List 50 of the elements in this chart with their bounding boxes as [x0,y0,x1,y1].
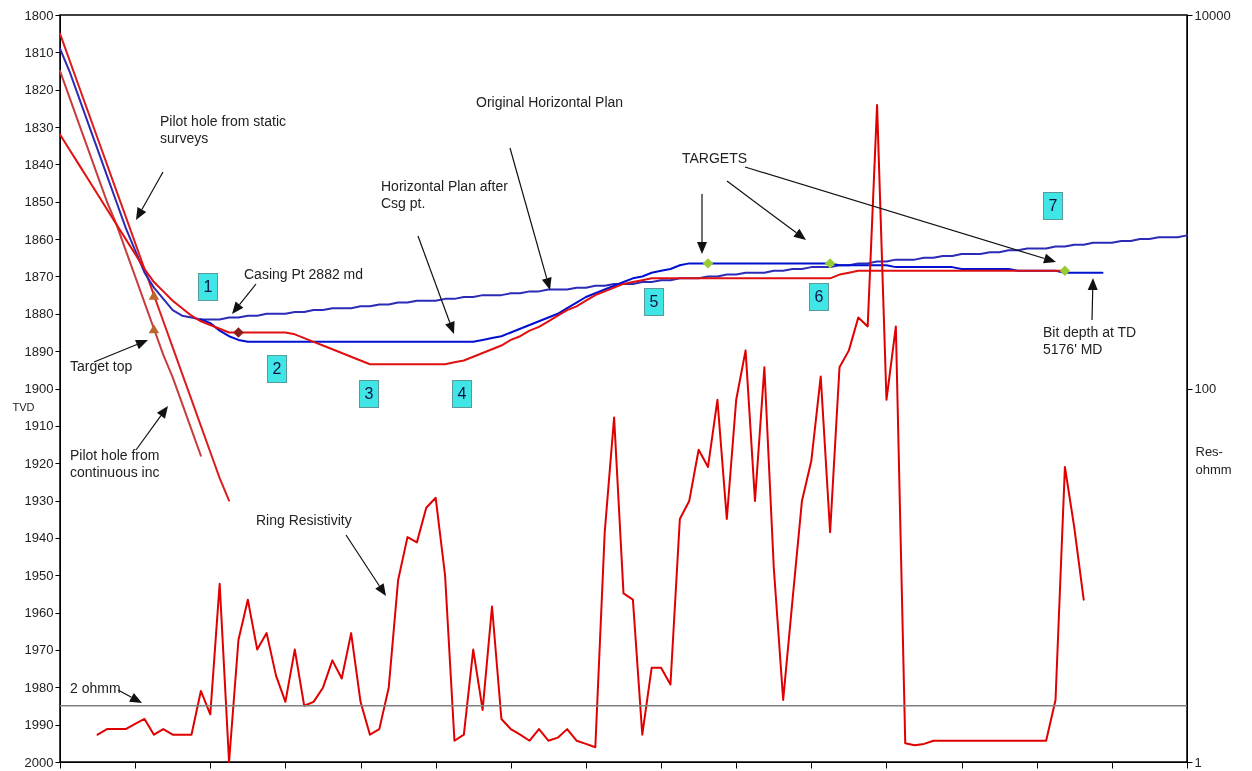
y-tick-label: 1860 [24,231,54,247]
ref-line-label: 2 ohmm [70,680,122,697]
annotation: Pilot hole from static surveys [160,113,288,147]
line-series [59,47,1188,321]
annotation: 6 [809,283,829,311]
y-tick-label: 2000 [24,754,54,770]
y-tick-label: 1900 [24,381,54,396]
annotation: 1 [198,273,218,301]
y-tick-label: 1920 [24,455,54,471]
y-tick-label: 1970 [24,642,54,658]
y-axis-title: TVD [12,400,35,413]
y-tick-label: 1830 [24,119,54,135]
point [1059,265,1071,277]
y2-tick-label: 1 [1194,754,1202,770]
annotation: Original Horizontal Plan [476,94,625,111]
point [233,327,244,338]
y-tick-label: 1880 [24,306,54,322]
point [148,324,160,334]
point [148,290,160,300]
y-tick-label: 1890 [24,343,54,359]
annotation: 7 [1043,192,1063,220]
annotation: 4 [452,380,472,408]
annotation: Pilot hole from continuous inc [70,447,161,481]
y-tick-label: 1950 [24,567,54,583]
y-tick-label: 1820 [24,82,54,98]
annotation: Target top [70,358,134,375]
y-tick-label: 1810 [24,44,54,60]
y-tick-label: 1910 [24,418,54,434]
y-tick-label: 1960 [24,605,54,621]
y2-tick-label: 100 [1194,381,1217,396]
annotation: Ring Resistivity [256,512,353,529]
y-tick-label: 1930 [24,493,54,509]
annotation: Horizontal Plan after Csg pt. [381,178,509,212]
annotation: 5 [644,288,664,316]
point [824,258,836,269]
y-tick-label: 1840 [24,156,54,172]
annotation: 2 [267,355,287,383]
point [702,258,714,269]
y2-tick-label: 10000 [1194,7,1231,23]
annotation: TARGETS [682,150,749,167]
y-tick-label: 1940 [24,530,54,546]
annotation: 3 [359,380,379,408]
annotation: Bit depth at TD 5176' MD [1043,324,1138,358]
y-tick-label: 1980 [24,679,54,695]
y-tick-label: 1870 [24,268,54,284]
y2-axis-title: Res-ohmm [1195,443,1232,477]
y-tick-label: 1990 [24,717,54,733]
y-tick-label: 1850 [24,194,54,210]
annotation: Casing Pt 2882 md [244,266,365,283]
y-tick-label: 1800 [24,7,54,23]
